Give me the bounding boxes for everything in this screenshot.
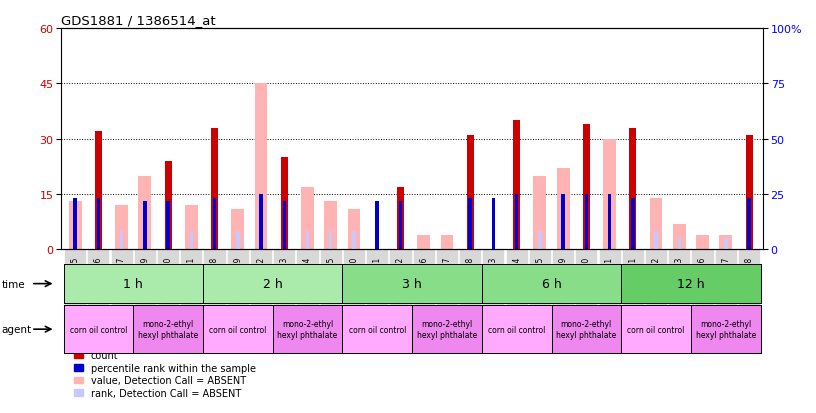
Bar	[73, 231, 77, 250]
Bar	[397, 187, 404, 250]
Bar	[534, 176, 546, 250]
Text: 1 h: 1 h	[123, 278, 143, 290]
Bar	[747, 198, 751, 250]
Bar	[232, 209, 244, 250]
Bar	[211, 128, 218, 250]
Bar	[513, 121, 520, 250]
Text: time: time	[2, 279, 25, 289]
Bar	[629, 128, 636, 250]
Bar	[417, 235, 430, 250]
Bar	[282, 202, 286, 250]
Text: mono-2-ethyl
hexyl phthalate: mono-2-ethyl hexyl phthalate	[696, 319, 756, 339]
Bar	[492, 198, 495, 250]
Bar	[538, 231, 542, 250]
Bar	[348, 209, 361, 250]
Legend: count, percentile rank within the sample, value, Detection Call = ABSENT, rank, : count, percentile rank within the sample…	[74, 351, 255, 398]
Bar	[120, 231, 123, 250]
Bar	[561, 195, 565, 250]
Bar	[139, 176, 151, 250]
Bar	[441, 235, 454, 250]
Bar	[608, 231, 611, 250]
Bar	[166, 202, 170, 250]
Text: corn oil control: corn oil control	[348, 325, 406, 334]
Bar	[255, 84, 268, 250]
Text: corn oil control: corn oil control	[628, 325, 685, 334]
Bar	[375, 202, 379, 250]
Bar	[115, 206, 128, 250]
Text: 6 h: 6 h	[542, 278, 561, 290]
Bar	[236, 231, 240, 250]
Bar	[189, 231, 193, 250]
Bar	[281, 158, 288, 250]
Text: mono-2-ethyl
hexyl phthalate: mono-2-ethyl hexyl phthalate	[277, 319, 338, 339]
Text: corn oil control: corn oil control	[209, 325, 267, 334]
Bar	[353, 231, 356, 250]
Bar	[185, 206, 197, 250]
Text: 3 h: 3 h	[402, 278, 422, 290]
Bar	[677, 239, 681, 250]
Bar	[631, 198, 635, 250]
Bar	[583, 125, 590, 250]
Bar	[306, 231, 309, 250]
Text: mono-2-ethyl
hexyl phthalate: mono-2-ethyl hexyl phthalate	[417, 319, 477, 339]
Text: corn oil control: corn oil control	[488, 325, 545, 334]
Bar	[301, 187, 314, 250]
Bar	[515, 195, 518, 250]
Bar	[468, 198, 472, 250]
Bar	[561, 231, 565, 250]
Bar	[650, 198, 663, 250]
Text: 12 h: 12 h	[677, 278, 705, 290]
Bar	[259, 195, 263, 250]
Text: mono-2-ethyl
hexyl phthalate: mono-2-ethyl hexyl phthalate	[557, 319, 616, 339]
Bar	[720, 235, 732, 250]
Bar	[329, 231, 332, 250]
Bar	[165, 161, 171, 250]
Bar	[213, 198, 216, 250]
Bar	[399, 202, 402, 250]
Bar	[259, 195, 263, 250]
Bar	[746, 136, 752, 250]
Bar	[143, 202, 147, 250]
Text: 2 h: 2 h	[263, 278, 282, 290]
Text: corn oil control: corn oil control	[69, 325, 127, 334]
Bar	[584, 195, 588, 250]
Text: agent: agent	[2, 324, 32, 335]
Bar	[96, 198, 100, 250]
Text: mono-2-ethyl
hexyl phthalate: mono-2-ethyl hexyl phthalate	[138, 319, 198, 339]
Bar	[603, 140, 616, 250]
Bar	[654, 231, 658, 250]
Bar	[69, 202, 82, 250]
Bar	[696, 235, 709, 250]
Bar	[557, 169, 570, 250]
Text: GDS1881 / 1386514_at: GDS1881 / 1386514_at	[61, 14, 215, 27]
Bar	[95, 132, 102, 250]
Bar	[143, 231, 147, 250]
Bar	[73, 198, 77, 250]
Bar	[467, 136, 473, 250]
Bar	[724, 239, 728, 250]
Bar	[608, 195, 611, 250]
Bar	[324, 202, 337, 250]
Bar	[673, 224, 685, 250]
